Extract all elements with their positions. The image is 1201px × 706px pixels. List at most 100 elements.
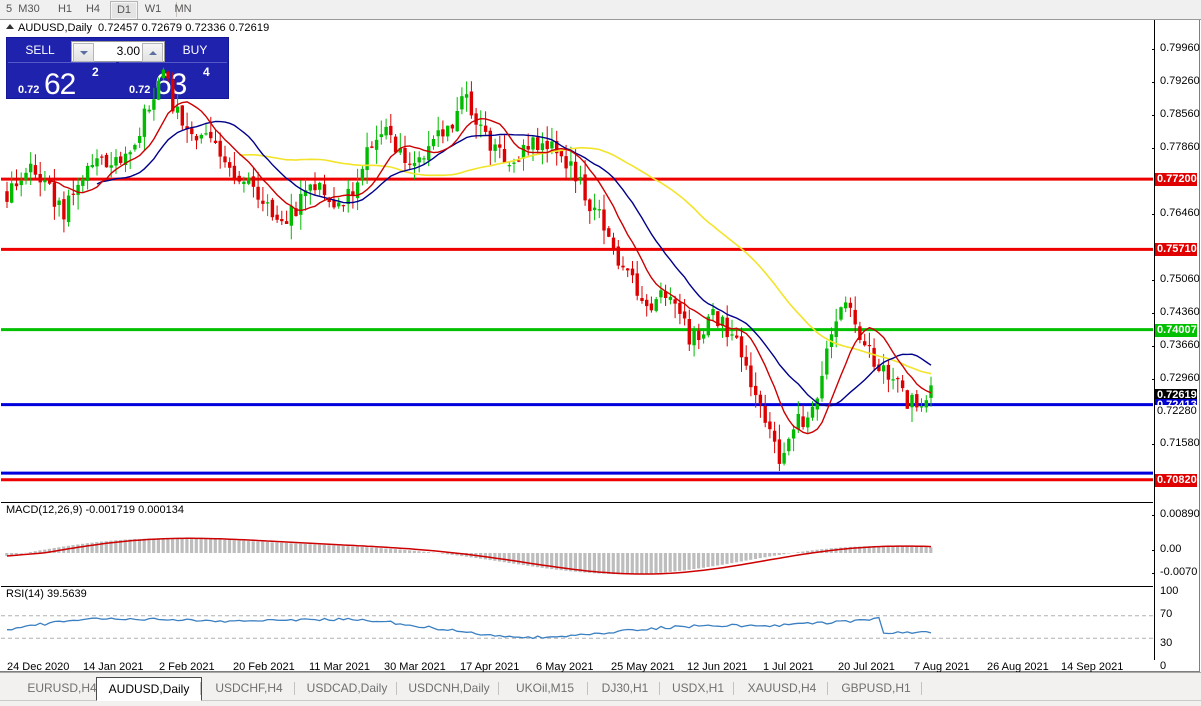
candle-body	[176, 107, 179, 113]
macd-histogram-bar	[778, 553, 781, 555]
candle-body	[782, 453, 785, 464]
macd-histogram-bar	[417, 551, 420, 553]
macd-histogram-bar	[782, 553, 785, 554]
candle-body	[228, 162, 231, 168]
candle-body	[129, 152, 132, 154]
chart-tab-dj30-h1[interactable]: DJ30,H1	[590, 677, 660, 699]
candle-body	[347, 189, 350, 204]
candle-body	[166, 72, 169, 79]
timeframe-button-w1[interactable]: W1	[140, 1, 166, 18]
macd-histogram-bar	[318, 545, 321, 553]
timeframe-button-d1[interactable]: D1	[110, 1, 138, 20]
macd-histogram-bar	[356, 547, 359, 553]
candle-body	[280, 219, 283, 221]
macd-histogram-bar	[337, 546, 340, 553]
macd-histogram-bar	[176, 538, 179, 553]
macd-histogram-bar	[910, 547, 913, 554]
candle-body	[659, 290, 662, 297]
candle-body	[133, 145, 136, 150]
chart-tab-gbpusd-h1[interactable]: GBPUSD,H1	[830, 677, 922, 699]
tab-separator	[659, 682, 660, 695]
chart-tab-usdcnh-daily[interactable]: USDCNH,Daily	[399, 677, 499, 699]
macd-histogram-bar	[588, 553, 591, 573]
macd-histogram-bar	[261, 542, 264, 553]
chart-tab-usdchf-h4[interactable]: USDCHF,H4	[203, 677, 295, 699]
price-tick-0.71580: 0.71580	[1155, 437, 1200, 449]
candle-body	[403, 148, 406, 163]
candle-body	[801, 416, 804, 427]
macd-histogram-bar	[631, 553, 634, 574]
chart-tab-ukoil-m15[interactable]: UKOil,M15	[502, 677, 588, 699]
chart-tab-usdx-h1[interactable]: USDX,H1	[662, 677, 734, 699]
candle-body	[730, 334, 733, 335]
candle-body	[574, 162, 577, 182]
timeframe-button-m30[interactable]: M30	[14, 1, 44, 18]
candle-body	[626, 268, 629, 270]
macd-histogram-bar	[394, 549, 397, 553]
candle-body	[617, 247, 620, 266]
macd-histogram-bar	[327, 545, 330, 553]
macd-histogram-bar	[218, 540, 221, 554]
macd-histogram-bar	[143, 539, 146, 553]
candle-body	[110, 165, 113, 167]
candle-body	[607, 228, 610, 237]
candle-body	[792, 429, 795, 438]
candle-body	[389, 126, 392, 135]
candle-body	[517, 161, 520, 162]
candle-body	[242, 182, 245, 184]
chart-tab-usdcad-daily[interactable]: USDCAD,Daily	[297, 677, 397, 699]
macd-histogram-bar	[76, 545, 79, 554]
macd-histogram-bar	[332, 545, 335, 553]
candle-body	[806, 418, 809, 428]
candle-body	[418, 157, 421, 162]
candle-body	[820, 376, 823, 399]
candle-body	[43, 180, 46, 182]
candle-body	[583, 174, 586, 200]
candle-body	[119, 156, 122, 163]
macd-histogram-bar	[214, 539, 217, 553]
price-tick-0.79260: 0.79260	[1155, 75, 1200, 87]
macd-histogram-bar	[673, 553, 676, 571]
macd-histogram-bar	[598, 553, 601, 574]
macd-indicator-pane[interactable]: MACD(12,26,9) -0.001719 0.000134	[1, 502, 1153, 583]
macd-histogram-bar	[15, 553, 18, 554]
chart-tab-audusd-daily[interactable]: AUDUSD,Daily	[96, 677, 202, 701]
macd-histogram-bar	[195, 539, 198, 553]
candle-body	[233, 166, 236, 178]
candle-body	[673, 299, 676, 303]
candle-body	[754, 386, 757, 395]
candle-body	[432, 139, 435, 146]
macd-histogram-bar	[806, 551, 809, 553]
collapse-triangle-icon[interactable]	[6, 24, 14, 29]
candle-body	[34, 165, 37, 175]
macd-histogram-bar	[204, 539, 207, 553]
chart-tab-xauusd-h4[interactable]: XAUUSD,H4	[736, 677, 828, 699]
candle-body	[29, 164, 32, 173]
candle-body	[238, 176, 241, 182]
price-chart-plot[interactable]	[1, 34, 1153, 500]
candle-body	[427, 146, 430, 160]
price-tag-level: 0.75710	[1155, 243, 1197, 256]
candle-body	[735, 336, 738, 338]
timeframe-button-h1[interactable]: H1	[52, 1, 78, 18]
macd-histogram-bar	[313, 545, 316, 554]
candle-body	[854, 310, 857, 325]
candle-body	[764, 406, 767, 423]
candle-body	[588, 200, 591, 212]
macd-histogram-bar	[583, 553, 586, 573]
timeframe-button-h4[interactable]: H4	[80, 1, 106, 18]
candle-body	[299, 194, 302, 215]
rsi-indicator-pane[interactable]: RSI(14) 39.5639	[1, 586, 1153, 661]
macd-histogram-bar	[740, 553, 743, 562]
candle-body	[285, 221, 288, 224]
rsi-tick-30: 30	[1155, 637, 1172, 649]
macd-histogram-bar	[166, 538, 169, 553]
macd-histogram-bar	[702, 553, 705, 568]
macd-tick-0.00: 0.00	[1155, 543, 1181, 555]
candle-body	[621, 266, 624, 268]
timeframe-button-mn[interactable]: MN	[168, 1, 198, 18]
macd-histogram-bar	[237, 541, 240, 554]
macd-histogram-bar	[512, 553, 515, 564]
